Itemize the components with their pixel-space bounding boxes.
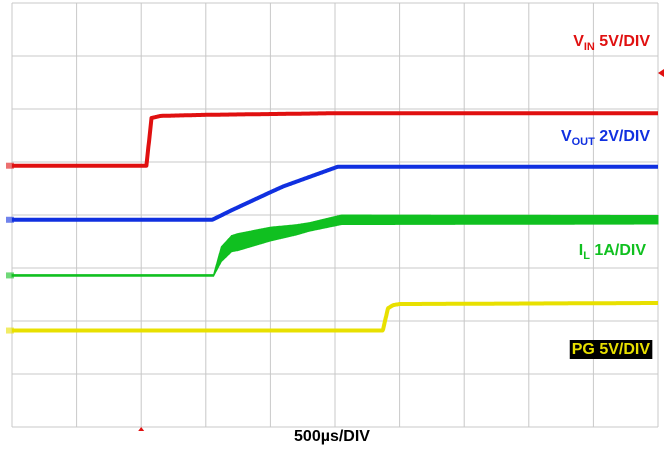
trace-il (11, 214, 659, 277)
ground-marker-pg (6, 327, 14, 334)
ground-marker-vout (6, 216, 14, 223)
label-il: IL 1A/DIV (579, 242, 647, 262)
channel-markers (6, 69, 664, 431)
trace-pg (10, 301, 660, 333)
trace-vin (10, 111, 660, 168)
trace-vout (10, 164, 660, 222)
label-vin: VIN 5V/DIV (573, 33, 650, 53)
ground-marker-vin (6, 162, 14, 169)
trigger-position-marker (138, 427, 145, 431)
label-vout: VOUT 2V/DIV (561, 128, 650, 148)
ground-marker-il (6, 272, 14, 279)
trigger-level-marker (658, 69, 664, 77)
label-pg: PG 5V/DIV (572, 341, 651, 358)
x-axis-label: 500µs/DIV (294, 428, 370, 445)
label-background-pg (569, 340, 653, 359)
grid (11, 2, 659, 428)
channel-labels: VIN 5V/DIV VOUT 2V/DIV IL 1A/DIV PG 5V/DIV (561, 33, 653, 359)
traces (10, 111, 660, 333)
